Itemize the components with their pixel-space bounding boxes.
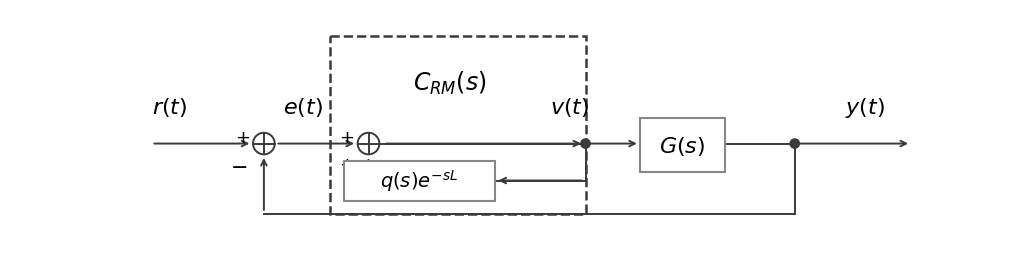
Text: $G(s)$: $G(s)$: [660, 134, 706, 157]
Text: $y(t)$: $y(t)$: [844, 95, 884, 119]
Text: $C_{RM}(s)$: $C_{RM}(s)$: [413, 69, 486, 96]
Circle shape: [790, 139, 799, 149]
Text: $-$: $-$: [231, 155, 247, 176]
FancyBboxPatch shape: [344, 161, 495, 201]
Text: $e(t)$: $e(t)$: [283, 96, 322, 119]
Circle shape: [581, 139, 590, 149]
Text: $+$: $+$: [340, 155, 354, 173]
Text: $q(s)e^{-sL}$: $q(s)e^{-sL}$: [381, 168, 459, 194]
Text: $r(t)$: $r(t)$: [152, 96, 187, 119]
Text: $v(t)$: $v(t)$: [550, 96, 590, 119]
FancyBboxPatch shape: [640, 119, 725, 172]
Text: $+$: $+$: [340, 129, 354, 147]
Text: $+$: $+$: [235, 129, 249, 147]
